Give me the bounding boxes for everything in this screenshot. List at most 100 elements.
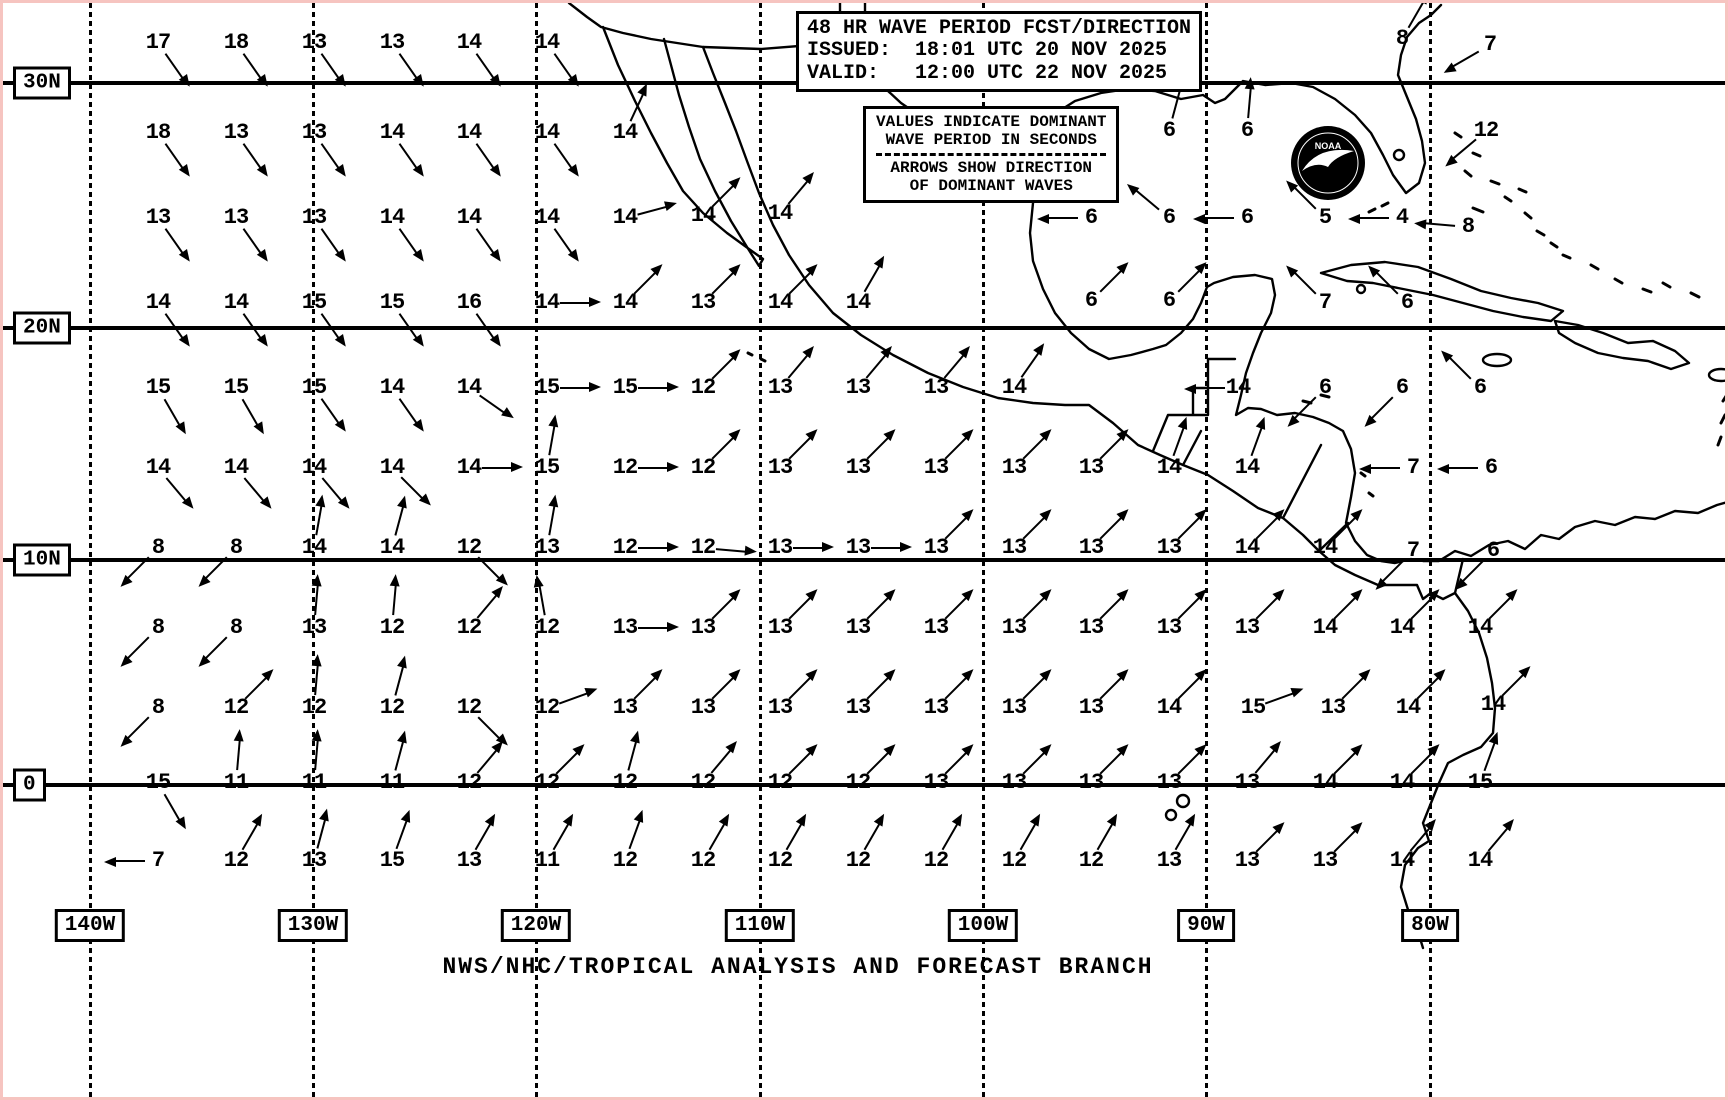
wave-period-value: 6 [1400,290,1414,315]
lon-label-140W: 140W [54,909,126,942]
wave-period-value: 13 [1234,770,1260,795]
wave-period-value: 12 [767,848,793,873]
coastline-small-islands [746,201,1725,498]
wave-period-value: 12 [223,848,249,873]
wave-period-value: 14 [1467,848,1493,873]
wave-period-value: 12 [690,770,716,795]
wave-period-value: 12 [1078,848,1104,873]
lat-label-20N: 20N [13,311,71,345]
wave-period-value: 12 [1473,118,1499,143]
wave-period-value: 12 [612,848,638,873]
wave-period-value: 14 [534,290,560,315]
wave-period-value: 12 [223,695,249,720]
lon-label-130W: 130W [277,909,349,942]
wave-period-value: 14 [379,535,405,560]
wave-period-value: 14 [301,535,327,560]
wave-period-value: 8 [1395,26,1409,51]
wave-period-value: 13 [301,120,327,145]
wave-period-value: 14 [1395,695,1421,720]
gridline-lon-130W [312,3,315,1097]
gridline-lon-140W [89,3,92,1097]
wave-period-value: 14 [1156,695,1182,720]
wave-period-value: 17 [145,30,171,55]
wave-period-value: 6 [1162,288,1176,313]
wave-period-value: 13 [145,205,171,230]
wave-period-value: 13 [1078,770,1104,795]
wave-period-value: 14 [534,120,560,145]
wave-period-value: 14 [1156,455,1182,480]
wave-period-value: 12 [690,455,716,480]
wave-period-value: 12 [690,375,716,400]
wave-period-value: 14 [612,205,638,230]
wave-period-value: 12 [1001,848,1027,873]
wave-period-value: 13 [1078,695,1104,720]
wave-period-value: 12 [379,615,405,640]
wave-period-value: 11 [301,770,327,795]
wave-period-value: 13 [1078,535,1104,560]
wave-period-value: 13 [1156,535,1182,560]
wave-period-value: 6 [1240,118,1254,143]
wave-period-value: 6 [1084,288,1098,313]
wave-period-value: 13 [1320,695,1346,720]
wave-period-value: 15 [145,375,171,400]
wave-period-value: 13 [767,375,793,400]
wave-period-value: 14 [1389,770,1415,795]
wave-period-value: 14 [1389,615,1415,640]
wave-period-value: 14 [301,455,327,480]
border-central-america [1181,429,1465,595]
wave-period-value: 13 [767,455,793,480]
wave-period-value: 13 [1078,455,1104,480]
wave-period-value: 13 [845,535,871,560]
valid-time: VALID: 12:00 UTC 22 NOV 2025 [807,61,1168,85]
wave-period-value: 8 [151,615,165,640]
wave-period-value: 12 [456,535,482,560]
wave-period-value: 14 [379,375,405,400]
gridline-lon-100W [982,3,985,1097]
wave-period-value: 14 [223,455,249,480]
wave-period-value: 6 [1162,118,1176,143]
wave-period-value: 13 [1234,848,1260,873]
wave-period-value: 8 [229,535,243,560]
wave-period-value: 13 [923,770,949,795]
wave-period-value: 12 [690,848,716,873]
legend-line-2: WAVE PERIOD IN SECONDS [885,131,1097,150]
wave-period-value: 13 [923,455,949,480]
wave-period-value: 14 [1389,848,1415,873]
wave-period-value: 12 [923,848,949,873]
lon-label-110W: 110W [724,909,796,942]
wave-period-value: 14 [767,201,793,226]
wave-period-value: 14 [534,30,560,55]
wave-period-value: 13 [1001,770,1027,795]
wave-period-value: 13 [301,205,327,230]
wave-period-value: 15 [379,290,405,315]
lon-label-80W: 80W [1401,909,1459,942]
legend-divider [876,152,1107,156]
wave-period-value: 13 [845,695,871,720]
wave-period-value: 14 [379,120,405,145]
wave-period-value: 11 [534,848,560,873]
gridline-lat-10N [3,558,1725,562]
lat-label-0: 0 [13,768,46,802]
wave-period-value: 15 [145,770,171,795]
border-mexico-guatemala-belize [1151,357,1237,453]
wave-period-value: 12 [534,770,560,795]
wave-period-value: 8 [1461,214,1475,239]
wave-period-value: 12 [690,535,716,560]
coastline-gulf-of-mexico [1028,175,1725,565]
wave-period-value: 14 [379,455,405,480]
wave-period-value: 7 [1406,455,1420,480]
gridline-lon-80W [1429,3,1432,1097]
wave-period-value: 13 [223,205,249,230]
wave-period-value: 6 [1473,375,1487,400]
wave-period-value: 12 [534,695,560,720]
wave-period-value: 15 [534,455,560,480]
chart-title: 48 HR WAVE PERIOD FCST/DIRECTION [807,17,1192,40]
wave-period-value: 8 [229,615,243,640]
wave-period-value: 6 [1486,538,1500,563]
wave-period-value: 13 [1156,848,1182,873]
legend-box: VALUES INDICATE DOMINANT WAVE PERIOD IN … [863,106,1120,203]
coastline-galapagos [1164,793,1191,822]
wave-period-value: 13 [1312,848,1338,873]
wave-period-value: 13 [690,290,716,315]
